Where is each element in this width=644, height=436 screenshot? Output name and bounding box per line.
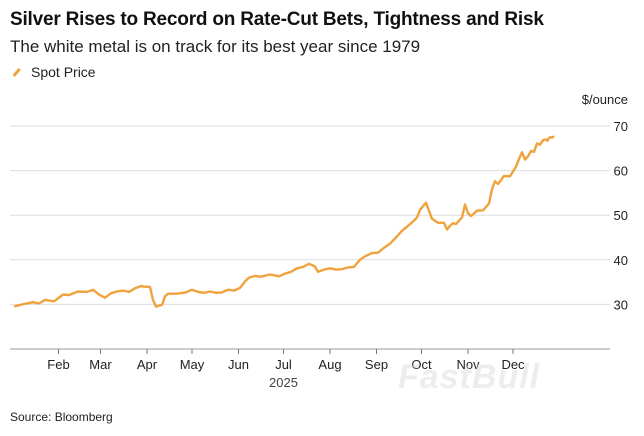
x-tick-label-apr: Apr (137, 357, 158, 372)
y-tick-label-30: 30 (614, 297, 628, 312)
x-axis-year-label: 2025 (269, 375, 298, 390)
watermark-logo: FastBull (398, 358, 541, 396)
legend: Spot Price (10, 64, 96, 80)
x-tick-label-mar: Mar (89, 357, 112, 372)
source-note: Source: Bloomberg (10, 410, 113, 424)
y-tick-label-40: 40 (614, 253, 628, 268)
chart-title: Silver Rises to Record on Rate-Cut Bets,… (10, 9, 544, 30)
x-tick-label-feb: Feb (47, 357, 69, 372)
y-tick-label-60: 60 (614, 164, 628, 179)
x-tick-label-dec: Dec (501, 357, 525, 372)
x-tick-label-jun: Jun (228, 357, 249, 372)
y-tick-label-50: 50 (614, 208, 628, 223)
x-tick-label-sep: Sep (365, 357, 388, 372)
y-tick-label-70: 70 (614, 119, 628, 134)
series-line-spot-price (13, 135, 555, 308)
x-tick-label-may: May (180, 357, 205, 372)
x-tick-label-jul: Jul (275, 357, 292, 372)
chart-subtitle: The white metal is on track for its best… (10, 37, 421, 56)
y-axis-unit-label: $/ounce (582, 92, 628, 107)
x-tick-label-oct: Oct (411, 357, 432, 372)
legend-label: Spot Price (31, 64, 96, 80)
x-tick-label-aug: Aug (318, 357, 341, 372)
x-tick-label-nov: Nov (456, 357, 480, 372)
